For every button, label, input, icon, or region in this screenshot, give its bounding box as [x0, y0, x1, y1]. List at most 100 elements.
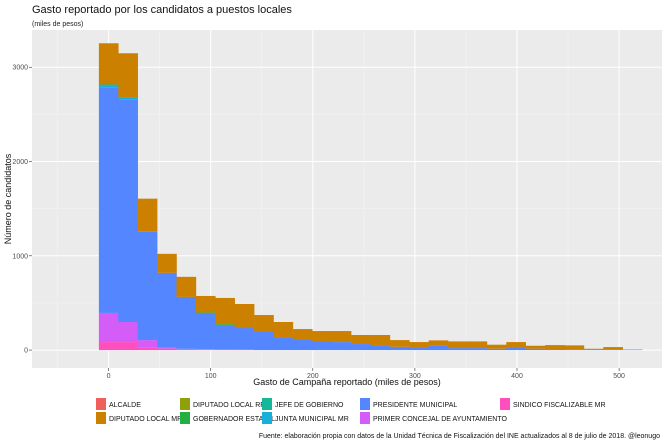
bar-segment	[118, 99, 138, 322]
bar-segment	[486, 344, 507, 349]
y-tick-label: 2000	[12, 159, 28, 166]
x-tick-label: 100	[205, 373, 217, 380]
bar-segment	[409, 347, 429, 351]
legend-label: DIPUTADO LOCAL MR	[109, 416, 182, 423]
caption: Fuente: elaboración propia con datos de …	[259, 433, 660, 440]
bar-segment	[118, 97, 138, 100]
legend-key	[180, 412, 190, 424]
legend-key	[262, 398, 272, 410]
y-tick-label: 1000	[12, 253, 28, 260]
bar-segment	[351, 344, 371, 351]
bar-segment	[564, 349, 585, 351]
legend-key	[360, 398, 370, 410]
legend-key	[360, 412, 370, 424]
bar-segment	[176, 296, 197, 349]
legend-label: PRESIDENTE MUNICIPAL	[373, 402, 457, 409]
bar-segment	[176, 276, 197, 297]
bar-segment	[292, 339, 313, 351]
x-axis-label: Gasto de Campaña reportado (miles de pes…	[253, 377, 441, 387]
bar-segment	[157, 347, 177, 349]
bar-segment	[118, 342, 138, 351]
x-tick-label: 200	[307, 373, 319, 380]
bar-segment	[254, 331, 274, 351]
bar-segment	[157, 253, 177, 273]
bar-segment	[118, 321, 138, 343]
bar-segment	[234, 328, 255, 350]
bar-segment	[137, 231, 158, 341]
legend-item: JEFE DE GOBIERNO	[262, 398, 344, 410]
bar-segment	[137, 198, 158, 232]
legend-item: GOBERNADOR ESTATAL	[180, 412, 275, 424]
legend-label: SINDICO FISCALIZABLE MR	[513, 402, 606, 409]
bar-segment	[506, 342, 526, 348]
legend-item: PRIMER CONCEJAL DE AYUNTAMIENTO	[360, 412, 507, 424]
bar-segment	[603, 349, 623, 351]
bar-segment	[525, 348, 546, 351]
bar-segment	[137, 347, 158, 351]
bar-segment	[157, 272, 177, 348]
legend-label: JUNTA MUNICIPAL MR	[275, 416, 349, 423]
legend-item: ALCALDE	[96, 398, 141, 410]
legend-key	[262, 412, 272, 424]
legend-item: DIPUTADO LOCAL RP	[180, 398, 265, 410]
y-tick-label: 3000	[12, 65, 28, 72]
chart-title: Gasto reportado por los candidatos a pue…	[32, 4, 292, 16]
bar-segment	[428, 345, 449, 351]
bar-segment	[98, 85, 119, 88]
bar-segment	[98, 43, 119, 44]
bar-segment	[545, 349, 565, 351]
bar-segment	[583, 348, 604, 350]
bar-segment	[292, 329, 313, 340]
bar-segment	[98, 84, 119, 86]
legend-label: JEFE DE GOBIERNO	[275, 402, 344, 409]
bar-segment	[254, 315, 274, 332]
y-tick-label: 0	[24, 348, 28, 355]
x-tick-label: 300	[409, 373, 421, 380]
legend-item: JUNTA MUNICIPAL MR	[262, 412, 349, 424]
bar-segment	[118, 53, 138, 98]
bar-segment	[215, 324, 235, 326]
bar-segment	[448, 341, 468, 349]
bar-segment	[312, 341, 332, 351]
bar-segment	[525, 345, 546, 349]
bar-segment	[215, 297, 235, 325]
legend-item: PRESIDENTE MUNICIPAL	[360, 398, 457, 410]
bar-segment	[331, 331, 352, 343]
axes: 0 100 200 300 400 500 0 1000 2000 3000	[12, 65, 625, 380]
x-tick-label: 400	[511, 373, 523, 380]
bar-segment	[331, 342, 352, 351]
bar-segment	[98, 312, 119, 343]
legend-label: ALCALDE	[109, 402, 141, 409]
legend: ALCALDE DIPUTADO LOCAL MR DIPUTADO LOCAL R…	[96, 398, 606, 424]
bar-segment	[176, 349, 197, 351]
bar-segment	[118, 53, 138, 54]
bar-segment	[234, 303, 255, 329]
bar-segment	[273, 337, 294, 351]
bar-segment	[467, 341, 488, 349]
chart-subtitle: (miles de pesos)	[32, 21, 83, 28]
bar-segment	[195, 295, 216, 313]
bar-segment	[603, 347, 623, 350]
bar-segment	[545, 345, 565, 350]
bar-segment	[409, 342, 429, 348]
bar-segment	[98, 43, 119, 85]
bar-segment	[273, 321, 294, 338]
bar-segment	[98, 342, 119, 351]
bar-segment	[467, 348, 488, 351]
legend-key	[500, 398, 510, 410]
bar-segment	[312, 331, 332, 342]
bar-segment	[137, 340, 158, 348]
bar-segment	[370, 335, 391, 346]
legend-label: GOBERNADOR ESTATAL	[193, 416, 275, 423]
legend-label: PRIMER CONCEJAL DE AYUNTAMIENTO	[373, 416, 507, 423]
legend-key	[96, 412, 106, 424]
bars	[98, 43, 643, 351]
x-tick-label: 0	[107, 373, 111, 380]
legend-key	[180, 398, 190, 410]
bar-segment	[351, 335, 371, 345]
bar-segment	[389, 340, 410, 347]
bar-segment	[215, 325, 235, 350]
bar-segment	[486, 348, 507, 351]
bar-segment	[506, 347, 526, 351]
